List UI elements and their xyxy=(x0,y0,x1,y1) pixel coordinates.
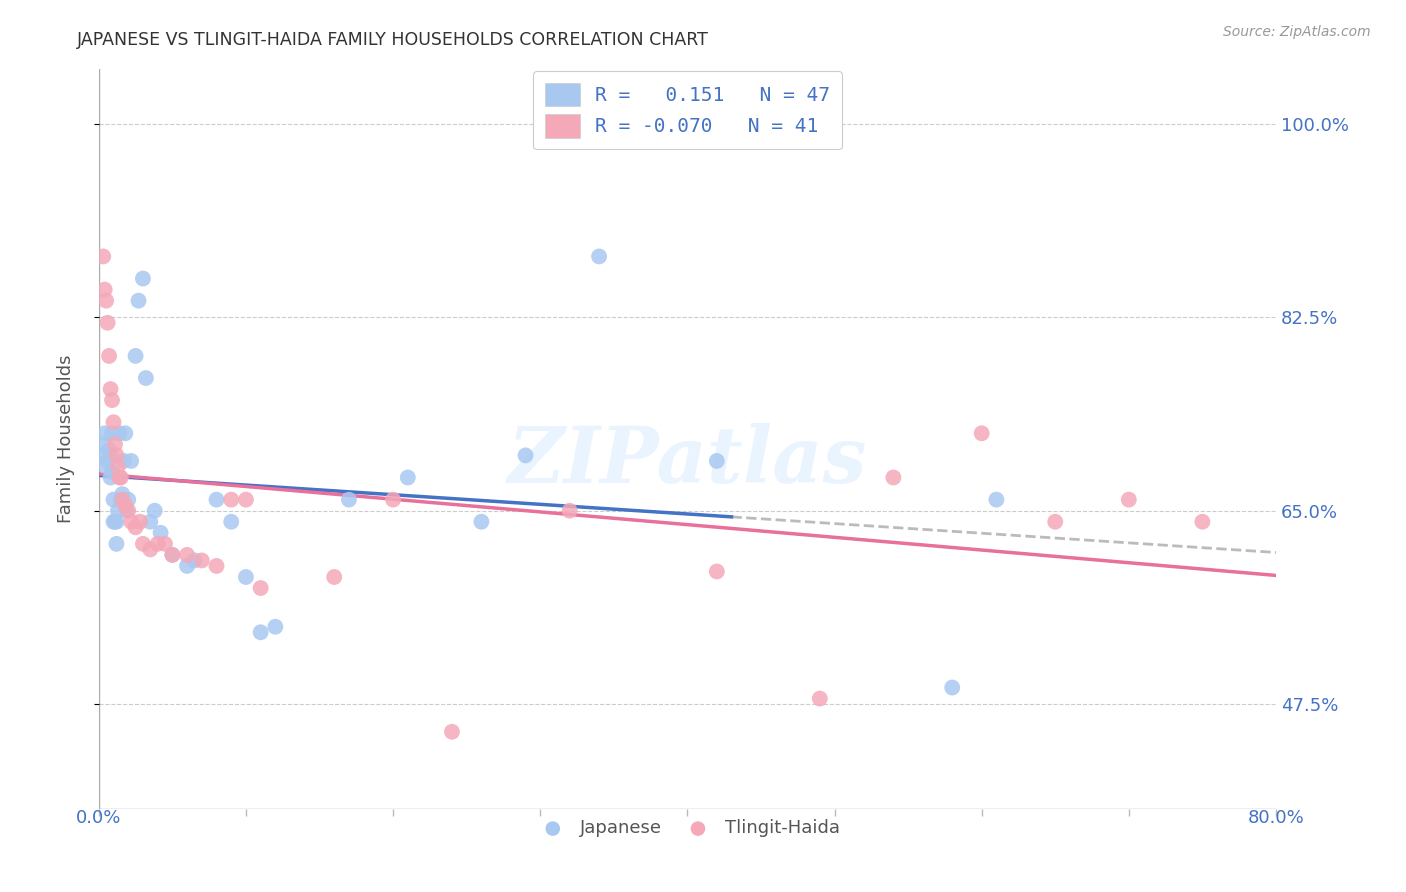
Point xyxy=(176,558,198,573)
Point xyxy=(337,492,360,507)
Point xyxy=(986,492,1008,507)
Point xyxy=(149,525,172,540)
Point xyxy=(107,459,129,474)
Point xyxy=(139,515,162,529)
Point xyxy=(93,283,115,297)
Point xyxy=(112,454,135,468)
Point xyxy=(235,492,257,507)
Point xyxy=(153,537,176,551)
Point xyxy=(101,426,124,441)
Point xyxy=(249,625,271,640)
Point xyxy=(143,504,166,518)
Point xyxy=(100,449,122,463)
Point xyxy=(808,691,831,706)
Point xyxy=(111,492,134,507)
Point xyxy=(970,426,993,441)
Point xyxy=(191,553,214,567)
Point xyxy=(94,459,117,474)
Point xyxy=(162,548,184,562)
Point xyxy=(396,470,419,484)
Point xyxy=(105,537,128,551)
Point xyxy=(117,504,139,518)
Legend: Japanese, Tlingit-Haida: Japanese, Tlingit-Haida xyxy=(527,812,848,845)
Point xyxy=(91,437,114,451)
Point xyxy=(219,515,242,529)
Point xyxy=(120,454,142,468)
Point xyxy=(470,515,492,529)
Point xyxy=(135,371,157,385)
Point xyxy=(104,437,127,451)
Y-axis label: Family Households: Family Households xyxy=(58,355,75,523)
Point xyxy=(941,681,963,695)
Point xyxy=(114,426,136,441)
Point xyxy=(219,492,242,507)
Point xyxy=(882,470,904,484)
Point xyxy=(103,492,125,507)
Text: JAPANESE VS TLINGIT-HAIDA FAMILY HOUSEHOLDS CORRELATION CHART: JAPANESE VS TLINGIT-HAIDA FAMILY HOUSEHO… xyxy=(77,31,709,49)
Point xyxy=(1118,492,1140,507)
Point xyxy=(706,565,728,579)
Point xyxy=(110,470,132,484)
Point xyxy=(1045,515,1067,529)
Point xyxy=(94,293,117,308)
Point xyxy=(105,515,128,529)
Point xyxy=(103,415,125,429)
Point xyxy=(115,504,138,518)
Text: Source: ZipAtlas.com: Source: ZipAtlas.com xyxy=(1223,25,1371,39)
Point xyxy=(139,542,162,557)
Point xyxy=(107,504,129,518)
Point xyxy=(100,382,122,396)
Point xyxy=(120,515,142,529)
Point xyxy=(90,449,112,463)
Point xyxy=(132,537,155,551)
Point xyxy=(104,515,127,529)
Text: 0.0%: 0.0% xyxy=(76,809,121,827)
Point xyxy=(129,515,152,529)
Point xyxy=(249,581,271,595)
Point xyxy=(132,271,155,285)
Point xyxy=(1191,515,1213,529)
Point xyxy=(101,465,124,479)
Point xyxy=(100,470,122,484)
Point xyxy=(706,454,728,468)
Text: 80.0%: 80.0% xyxy=(1247,809,1305,827)
Point xyxy=(515,449,537,463)
Point xyxy=(128,293,150,308)
Point xyxy=(205,492,228,507)
Point xyxy=(91,249,114,263)
Point xyxy=(162,548,184,562)
Point xyxy=(117,492,139,507)
Point xyxy=(382,492,405,507)
Point xyxy=(108,470,131,484)
Point xyxy=(558,504,581,518)
Point xyxy=(111,487,134,501)
Point xyxy=(98,349,121,363)
Point xyxy=(98,442,121,457)
Point xyxy=(93,426,115,441)
Point xyxy=(108,426,131,441)
Point xyxy=(235,570,257,584)
Point xyxy=(105,449,128,463)
Point xyxy=(264,620,287,634)
Point xyxy=(103,515,125,529)
Point xyxy=(323,570,346,584)
Point xyxy=(101,393,124,408)
Point xyxy=(205,558,228,573)
Point xyxy=(110,492,132,507)
Point xyxy=(176,548,198,562)
Point xyxy=(97,454,120,468)
Point xyxy=(114,498,136,512)
Text: ZIPatlas: ZIPatlas xyxy=(508,423,868,500)
Point xyxy=(124,349,146,363)
Point xyxy=(183,553,205,567)
Point xyxy=(588,249,610,263)
Point xyxy=(124,520,146,534)
Point xyxy=(146,537,169,551)
Point xyxy=(97,316,120,330)
Point xyxy=(440,724,463,739)
